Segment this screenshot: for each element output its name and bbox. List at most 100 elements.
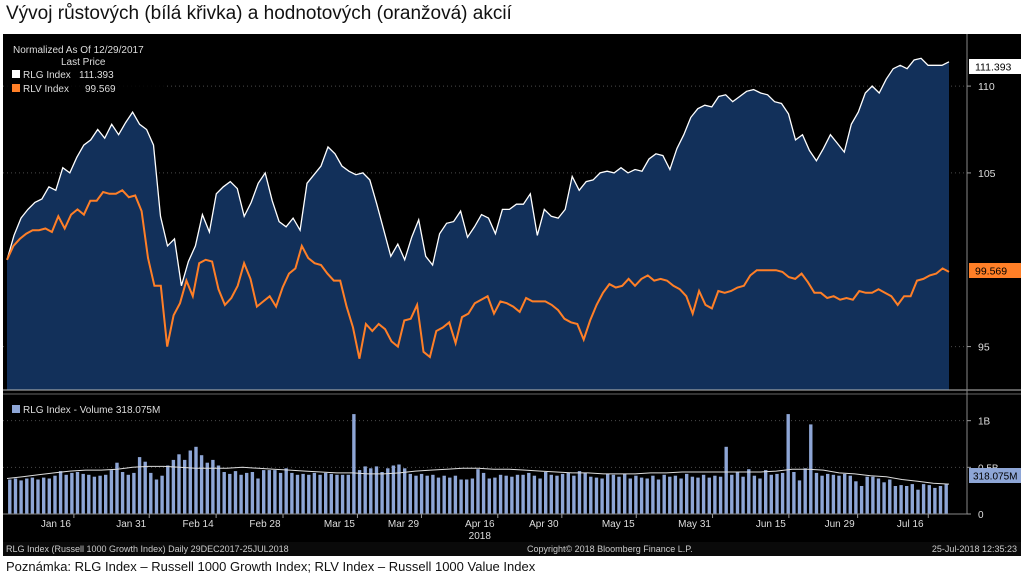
- x-tick-label: Jun 15: [756, 519, 786, 530]
- volume-bar: [645, 478, 649, 514]
- rlg-value-tag-bg: [969, 59, 1021, 74]
- volume-bars: [8, 414, 948, 514]
- volume-bar: [510, 476, 514, 514]
- x-tick-label: Mar 29: [388, 519, 420, 530]
- volume-bar: [905, 486, 909, 514]
- bottom-strip: [3, 542, 1021, 556]
- volume-bar: [36, 479, 40, 514]
- volume-bar: [786, 414, 790, 514]
- volume-bar: [882, 482, 886, 514]
- price-tick-label: 105: [978, 168, 996, 180]
- rlv-value-tag-bg: [969, 263, 1021, 278]
- volume-bar: [239, 474, 243, 514]
- volume-bar: [262, 470, 266, 514]
- volume-bar: [769, 474, 773, 514]
- volume-bar: [132, 472, 136, 514]
- volume-bar: [194, 446, 198, 514]
- x-tick-label: May 15: [602, 519, 635, 530]
- volume-bar: [301, 473, 305, 514]
- footnote: Poznámka: RLG Index – Russell 1000 Growt…: [6, 559, 536, 574]
- volume-bar: [419, 473, 424, 514]
- volume-bar: [154, 479, 159, 514]
- volume-bar: [634, 475, 638, 514]
- volume-bar: [436, 477, 441, 514]
- x-axis: Jan 16 Jan 31 Feb 14 Feb 28 Mar 15 Mar 29 Apr …: [3, 513, 967, 542]
- volume-bar: [668, 476, 672, 514]
- legend-rlv-swatch: [12, 84, 20, 92]
- x-tick-label: Jul 16: [897, 519, 924, 530]
- volume-bar: [340, 474, 345, 514]
- volume-bar: [335, 474, 339, 514]
- volume-bar: [431, 474, 435, 514]
- volume-bar: [504, 475, 508, 514]
- volume-bar: [690, 476, 695, 514]
- volume-bar: [453, 475, 458, 514]
- volume-bar: [143, 461, 147, 514]
- legend-rlv-value: 99.569: [85, 84, 116, 95]
- volume-bar: [459, 479, 463, 514]
- volume-value-tag-bg: [969, 468, 1021, 483]
- volume-bar: [747, 469, 751, 514]
- volume-bar: [295, 474, 300, 514]
- rlv-value-tag: 99.569: [975, 266, 1007, 278]
- x-tick-label: Mar 15: [324, 519, 356, 530]
- volume-bar: [104, 474, 108, 514]
- volume-bar: [498, 474, 503, 514]
- volume-bar: [267, 470, 271, 514]
- volume-bar: [538, 478, 542, 514]
- volume-bar: [318, 474, 322, 514]
- x-tick-label: Apr 16: [465, 519, 495, 530]
- volume-bar: [278, 472, 283, 514]
- volume-bar: [290, 472, 294, 514]
- volume-bar: [843, 473, 847, 514]
- volume-legend-label: RLG Index - Volume 318.075M: [23, 405, 160, 416]
- volume-bar: [386, 468, 390, 514]
- volume-bar: [397, 464, 401, 514]
- volume-bar: [442, 475, 446, 514]
- volume-bar: [19, 480, 23, 514]
- volume-bar: [425, 475, 429, 514]
- volume-bar: [662, 474, 666, 514]
- volume-bar: [487, 478, 491, 514]
- rlg-area-fill: [7, 58, 949, 391]
- volume-bar: [216, 465, 221, 514]
- volume-bar: [899, 485, 903, 514]
- volume-bar: [583, 472, 587, 514]
- volume-bar: [273, 470, 277, 514]
- volume-bar: [854, 481, 858, 514]
- volume-bar: [871, 476, 875, 514]
- volume-bar: [64, 474, 68, 514]
- volume-bar: [414, 475, 418, 514]
- volume-bar: [53, 475, 57, 514]
- volume-bar: [329, 473, 333, 514]
- page-title: Vývoj růstových (bílá křivka) a hodnotov…: [6, 3, 512, 24]
- volume-bar: [741, 476, 745, 514]
- volume-bar: [831, 474, 836, 514]
- x-tick-label: Jan 16: [41, 519, 71, 530]
- x-tick-label: Feb 28: [249, 519, 281, 530]
- volume-bar: [25, 478, 29, 514]
- volume-bar: [149, 472, 153, 514]
- volume-bar: [544, 472, 548, 514]
- volume-bar: [47, 478, 51, 514]
- volume-bar: [476, 469, 480, 514]
- volume-bar: [730, 474, 734, 514]
- volume-bar: [685, 473, 689, 514]
- volume-bar: [470, 478, 475, 514]
- volume-bar: [803, 468, 807, 514]
- volume-bar: [199, 455, 204, 514]
- volume-bar: [98, 475, 102, 514]
- volume-bar: [758, 478, 762, 514]
- volume-bar: [515, 474, 520, 514]
- volume-bar: [408, 473, 412, 514]
- volume-bar: [160, 475, 164, 514]
- volume-bar: [944, 484, 948, 514]
- volume-bar: [109, 470, 114, 514]
- volume-bar: [357, 470, 362, 514]
- legend: Normalized As Of 12/29/2017 Last Price R…: [6, 40, 164, 102]
- bottom-left-info: RLG Index (Russell 1000 Growth Index) Da…: [6, 544, 289, 554]
- volume-bar: [707, 477, 711, 514]
- volume-bar: [211, 459, 215, 514]
- volume-bar: [137, 457, 142, 514]
